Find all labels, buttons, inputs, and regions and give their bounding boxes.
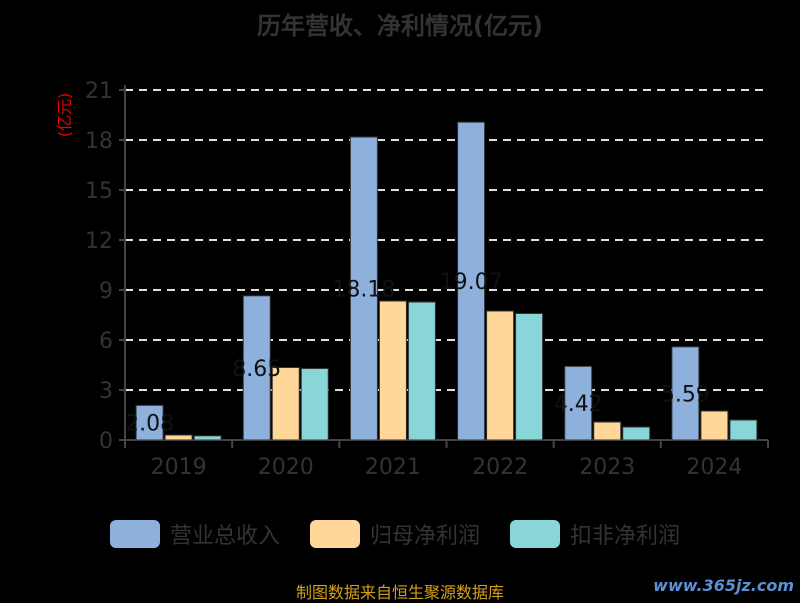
- data-label: 8.65: [232, 357, 281, 382]
- bar: [349, 136, 378, 441]
- y-tick-label: 3: [99, 379, 113, 404]
- legend-item-net-profit[interactable]: 归母净利润: [310, 518, 480, 550]
- bar: [300, 368, 329, 441]
- bar: [378, 300, 407, 441]
- bar: [564, 365, 593, 441]
- bar: [407, 301, 436, 441]
- legend-item-deducted-profit[interactable]: 扣非净利润: [510, 518, 680, 550]
- x-tick-label: 2020: [258, 455, 314, 480]
- y-tick-label: 0: [99, 429, 113, 454]
- bar: [486, 310, 515, 441]
- bar: [193, 435, 222, 441]
- y-tick-label: 6: [99, 329, 113, 354]
- chart-title: 历年营收、净利情况(亿元): [257, 12, 543, 40]
- bar: [242, 295, 271, 441]
- data-label: 18.18: [332, 278, 395, 303]
- watermark: www.365jz.com: [653, 576, 794, 595]
- legend-label: 归母净利润: [370, 524, 481, 549]
- bar: [622, 426, 651, 441]
- y-tick-label: 9: [99, 279, 113, 304]
- bar: [135, 404, 164, 441]
- legend-label: 扣非净利润: [570, 524, 681, 549]
- legend-swatch: [510, 520, 560, 548]
- x-tick-label: 2019: [151, 455, 207, 480]
- bar: [700, 410, 729, 441]
- x-tick-label: 2023: [579, 455, 635, 480]
- x-tick-label: 2021: [365, 455, 421, 480]
- legend-swatch: [310, 520, 360, 548]
- y-tick-label: 12: [85, 229, 113, 254]
- bar: [271, 367, 300, 441]
- data-label: 19.07: [440, 270, 503, 295]
- legend-swatch: [110, 520, 160, 548]
- bar: [457, 121, 486, 441]
- y-tick-label: 15: [85, 179, 113, 204]
- bar: [515, 313, 544, 441]
- y-tick-label: 18: [85, 129, 113, 154]
- bar: [671, 346, 700, 441]
- bar: [593, 421, 622, 441]
- y-tick-label: 21: [85, 79, 113, 104]
- data-label: 5.59: [661, 382, 710, 407]
- bar: [164, 434, 193, 441]
- legend-item-revenue[interactable]: 营业总收入: [110, 518, 280, 550]
- data-label: 4.42: [554, 392, 603, 417]
- y-axis-label: (亿元): [55, 93, 74, 138]
- x-tick-label: 2024: [686, 455, 742, 480]
- source-note: 制图数据来自恒生聚源数据库: [295, 583, 504, 602]
- x-tick-label: 2022: [472, 455, 528, 480]
- bar: [729, 419, 758, 441]
- legend-label: 营业总收入: [170, 524, 281, 549]
- data-label: 2.08: [125, 412, 174, 437]
